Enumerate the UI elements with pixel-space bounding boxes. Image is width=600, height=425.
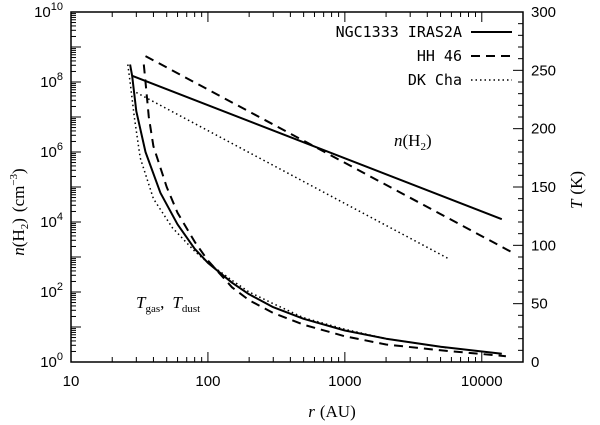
series-ngc1333-iras2a-n-h2 bbox=[131, 74, 503, 221]
y-right-tick-label: 250 bbox=[531, 62, 556, 79]
temperature-annotation: Tgas, Tdust bbox=[136, 293, 200, 315]
legend-label-ngc1333: NGC1333 IRAS2A bbox=[336, 23, 462, 41]
x-axis-title: r (AU) bbox=[308, 402, 356, 421]
tick-layer: 10 100 1000 1000010010210410610810100501001… bbox=[34, 1, 556, 390]
y-right-tick-label: 150 bbox=[531, 179, 556, 196]
x-tick-label: 100 bbox=[195, 373, 220, 390]
y-left-tick-label: 1010 bbox=[34, 1, 63, 21]
legend-label-hh46: HH 46 bbox=[417, 47, 462, 65]
x-tick-label: 1000 bbox=[328, 373, 361, 390]
x-tick-label: 10 bbox=[63, 373, 80, 390]
density-annotation: n(H2) bbox=[394, 131, 432, 153]
y-left-tick-label: 102 bbox=[40, 281, 63, 301]
y-right-tick-label: 200 bbox=[531, 121, 556, 138]
plot-layer bbox=[127, 55, 514, 358]
x-tick-label: 10000 bbox=[461, 373, 503, 390]
y-right-tick-label: 50 bbox=[531, 296, 548, 313]
y-left-tick-label: 104 bbox=[40, 211, 63, 231]
y-right-tick-label: 0 bbox=[531, 354, 539, 371]
series-dk-cha-t bbox=[127, 64, 449, 349]
legend: NGC1333 IRAS2A HH 46 DK Cha bbox=[336, 23, 512, 89]
y-left-tick-label: 100 bbox=[40, 351, 63, 371]
series-hh-46-t bbox=[142, 64, 506, 358]
y-axis-left-title: n(H2)(cm−3) bbox=[8, 168, 31, 255]
series-hh-46-n-h2 bbox=[145, 55, 514, 254]
y-left-tick-label: 108 bbox=[40, 71, 63, 91]
y-axis-right-title: T(K) bbox=[567, 171, 586, 209]
y-right-tick-label: 100 bbox=[531, 237, 556, 254]
y-left-tick-label: 106 bbox=[40, 141, 63, 161]
legend-label-dkcha: DK Cha bbox=[408, 71, 462, 89]
series-dk-cha-n-h2 bbox=[135, 91, 449, 260]
y-right-tick-label: 300 bbox=[531, 4, 556, 21]
